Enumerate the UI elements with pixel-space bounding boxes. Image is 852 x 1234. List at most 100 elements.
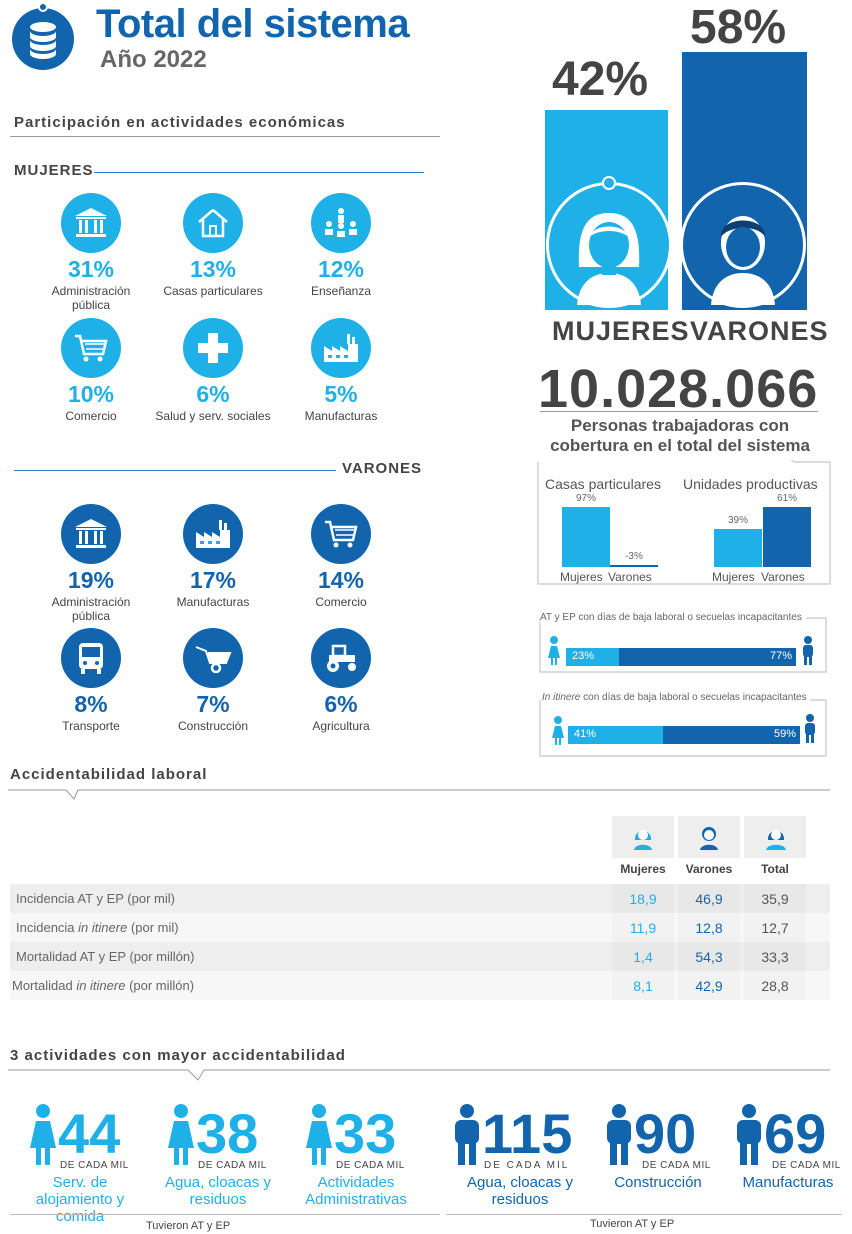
per-thousand-label: DE CADA MIL bbox=[772, 1160, 841, 1171]
government-building-icon bbox=[61, 193, 121, 253]
wheelbarrow-icon bbox=[183, 628, 243, 688]
shopping-cart-icon bbox=[311, 504, 371, 564]
activity-rate: 33 bbox=[334, 1102, 397, 1165]
logo-dot bbox=[38, 2, 48, 12]
table-cell-bg bbox=[678, 971, 740, 1000]
activity-name: Agua, cloacas y residuos bbox=[467, 1174, 573, 1208]
chart-casas-title: Casas particulares bbox=[545, 476, 661, 492]
mujeres-heading: MUJERES bbox=[14, 162, 94, 179]
chart-category-label: Varones bbox=[608, 570, 652, 584]
factory-icon bbox=[311, 318, 371, 378]
per-thousand-label: DE CADA MIL bbox=[60, 1160, 129, 1171]
table-cell-bg bbox=[744, 884, 806, 913]
table-cell: 46,9 bbox=[695, 891, 723, 907]
connector-dot bbox=[602, 176, 616, 190]
house-icon bbox=[183, 193, 243, 253]
varones-divider bbox=[14, 470, 336, 471]
accidentabilidad-title: Accidentabilidad laboral bbox=[10, 766, 208, 783]
activity-pct: 6% bbox=[196, 381, 230, 407]
varones-note-divider bbox=[446, 1214, 842, 1215]
table-cell-bg bbox=[744, 971, 806, 1000]
activity-label: Manufacturas bbox=[176, 595, 250, 609]
activity-pct: 17% bbox=[189, 567, 237, 593]
woman-figure-icon bbox=[164, 1104, 198, 1171]
activity-label: Comercio bbox=[65, 409, 117, 423]
per-thousand-label: DE CADA MIL bbox=[484, 1160, 570, 1171]
activity-pct: 6% bbox=[324, 691, 358, 717]
total-personas: 10.028.066 bbox=[538, 359, 819, 419]
man-figure-icon bbox=[800, 636, 816, 671]
activity-pct: 31% bbox=[67, 256, 115, 282]
woman-figure-icon bbox=[550, 716, 566, 751]
varones-heading: VARONES bbox=[342, 460, 423, 477]
activity-name: Agua, cloacas y residuos bbox=[165, 1174, 271, 1208]
man-head-icon bbox=[698, 824, 720, 855]
man-figure-icon bbox=[734, 1104, 764, 1171]
table-cell: 1,4 bbox=[633, 949, 653, 965]
chart-data-label: 39% bbox=[727, 515, 748, 526]
activity-label: Enseñanza bbox=[310, 284, 372, 298]
activity-rate: 38 bbox=[196, 1102, 259, 1165]
activity-name: Manufacturas bbox=[742, 1174, 834, 1191]
total-divider bbox=[540, 411, 818, 412]
varones-note: Tuvieron AT y EP bbox=[590, 1218, 675, 1230]
activity-name: Construcción bbox=[614, 1174, 702, 1191]
baja-at-varones-pct: 77% bbox=[770, 650, 793, 662]
mujeres-big-pct: 42% bbox=[552, 53, 649, 106]
mayor-divider bbox=[8, 1069, 830, 1081]
participacion-title: Participación en actividades económicas bbox=[14, 114, 346, 131]
activity-pct: 5% bbox=[324, 381, 358, 407]
col-header-mujeres: Mujeres bbox=[620, 862, 666, 876]
baja-itinere-bar bbox=[568, 726, 800, 744]
per-thousand-label: DE CADA MIL bbox=[336, 1160, 405, 1171]
activity-label: Comercio bbox=[315, 595, 367, 609]
activity-pct: 10% bbox=[67, 381, 115, 407]
page-title: Total del sistema bbox=[96, 2, 410, 46]
page-subtitle: Año 2022 bbox=[100, 46, 207, 73]
baja-itinere-frame bbox=[539, 699, 827, 757]
activity-name: Serv. de alojamiento y comida bbox=[35, 1174, 125, 1225]
activity-label: Manufacturas bbox=[304, 409, 378, 423]
table-cell-bg bbox=[678, 913, 740, 942]
mujeres-note-divider bbox=[10, 1214, 440, 1215]
table-cell-bg bbox=[678, 942, 740, 971]
cobertura-caption: Personas trabajadoras con cobertura en e… bbox=[550, 416, 810, 455]
varones-label: VARONES bbox=[690, 316, 829, 346]
table-cell: 54,3 bbox=[695, 949, 723, 965]
accidentabilidad-divider bbox=[8, 789, 830, 800]
activity-pct: 19% bbox=[67, 567, 115, 593]
table-cell-bg bbox=[678, 884, 740, 913]
table-cell: 35,9 bbox=[761, 891, 789, 907]
table-cell-bg bbox=[744, 913, 806, 942]
table-row-label: Incidencia in itinere (por mil) bbox=[16, 920, 179, 935]
activity-rate: 44 bbox=[58, 1102, 121, 1165]
col-header-total: Total bbox=[761, 862, 789, 876]
chart-bar bbox=[763, 507, 811, 567]
activity-label: Construcción bbox=[177, 719, 249, 733]
baja-itinere-varones-pct: 59% bbox=[774, 728, 797, 740]
varones-big-pct: 58% bbox=[690, 1, 787, 54]
activity-pct: 12% bbox=[317, 256, 365, 282]
woman-figure-icon bbox=[302, 1104, 336, 1171]
table-cell: 8,1 bbox=[633, 978, 653, 994]
per-thousand-label: DE CADA MIL bbox=[642, 1160, 711, 1171]
mujeres-note: Tuvieron AT y EP bbox=[146, 1220, 231, 1232]
chart-bar bbox=[562, 507, 610, 567]
man-figure-icon bbox=[802, 714, 818, 749]
baja-itinere-mujeres-pct: 41% bbox=[574, 728, 597, 740]
col-header-varones: Varones bbox=[685, 862, 733, 876]
table-cell: 12,8 bbox=[695, 920, 723, 936]
table-cell-bg bbox=[612, 913, 674, 942]
activity-rate: 115 bbox=[482, 1102, 573, 1165]
chart-category-label: Mujeres bbox=[560, 570, 603, 584]
baja-at-mujeres-fill bbox=[566, 648, 619, 666]
chart-data-label: 97% bbox=[575, 493, 596, 504]
baja-at-mujeres-pct: 23% bbox=[572, 650, 595, 662]
shopping-cart-icon bbox=[61, 318, 121, 378]
mayor-title: 3 actividades con mayor accidentabilidad bbox=[10, 1047, 346, 1064]
activity-label: Salud y serv. sociales bbox=[155, 409, 271, 423]
activity-label: Casas particulares bbox=[163, 284, 263, 298]
baja-at-bar bbox=[566, 648, 796, 666]
baja-itinere-mujeres-fill bbox=[568, 726, 664, 744]
tractor-icon bbox=[311, 628, 371, 688]
